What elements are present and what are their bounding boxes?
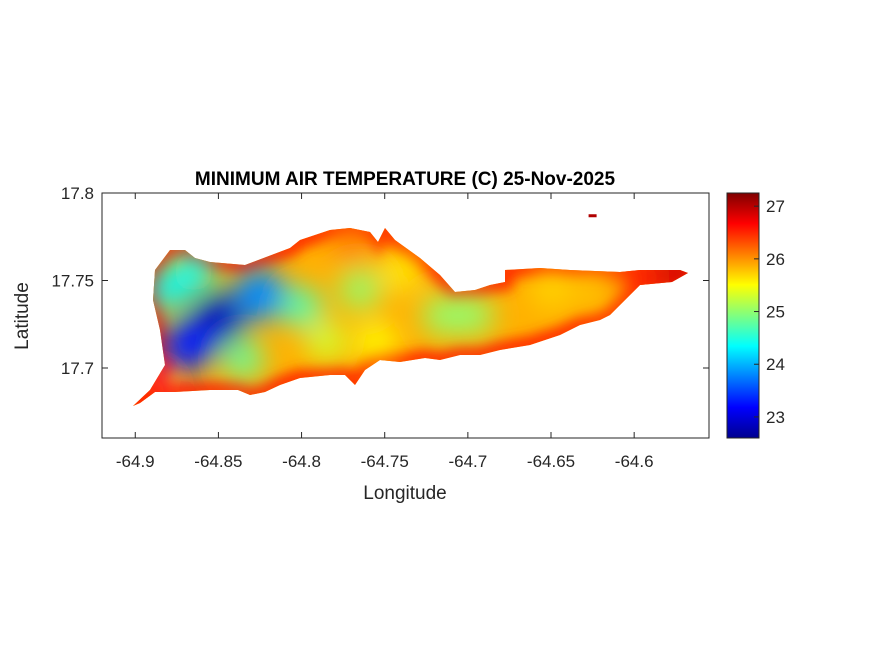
heatmap-sample-9: [381, 251, 422, 292]
heatmap-sample-17: [655, 251, 688, 292]
heatmap-sample-1: [162, 319, 215, 372]
colorbar: [726, 192, 760, 439]
islet-mark: [588, 214, 597, 218]
heatmap-sample-6: [223, 339, 264, 380]
y-axis-label: Latitude: [12, 282, 33, 350]
heatmap-sample-2: [233, 268, 286, 321]
x-tick-label: -64.8: [282, 452, 321, 471]
x-axis-label: Longitude: [363, 483, 446, 504]
heatmap-sample-18: [133, 379, 164, 406]
heatmap-sample-7: [339, 269, 380, 310]
x-tick-label: -64.6: [615, 452, 654, 471]
x-tick-label: -64.75: [361, 452, 409, 471]
heatmap-sample-5: [281, 286, 322, 327]
heatmap-surface: [133, 228, 688, 406]
y-tick-label: 17.75: [51, 272, 94, 291]
heatmap-sample-14: [572, 269, 613, 310]
x-tick-label: -64.65: [527, 452, 575, 471]
colorbar-tick-label: 26: [766, 250, 785, 269]
heatmap-sample-16: [614, 257, 655, 297]
x-tick-label: -64.9: [116, 452, 155, 471]
colorbar-tick-label: 25: [766, 303, 785, 322]
x-tick-label: -64.85: [194, 452, 242, 471]
heatmap-sample-4: [173, 251, 214, 292]
heatmap-sample-12: [452, 295, 493, 336]
heatmap-sample-15: [331, 228, 372, 262]
x-tick-label: -64.7: [448, 452, 487, 471]
axes-box: [101, 192, 710, 439]
chart-title: MINIMUM AIR TEMPERATURE (C) 25-Nov-2025: [195, 169, 616, 190]
colorbar-tick-label: 24: [766, 355, 785, 374]
heatmap-sample-10: [356, 321, 397, 362]
y-tick-label: 17.8: [61, 184, 94, 203]
colorbar-tick-label: 27: [766, 197, 785, 216]
heatmap-sample-11: [422, 295, 463, 336]
heatmap-sample-8: [306, 321, 347, 362]
colorbar-tick-label: 23: [766, 408, 785, 427]
heatmap-sample-13: [531, 269, 572, 310]
y-tick-label: 17.7: [61, 359, 94, 378]
